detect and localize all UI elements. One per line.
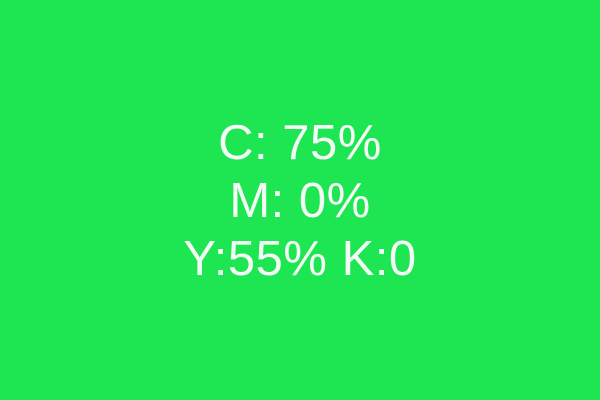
cyan-value: C: 75%	[218, 116, 382, 170]
magenta-value: M: 0%	[229, 174, 371, 228]
yellow-black-value: Y:55% K:0	[183, 232, 417, 286]
